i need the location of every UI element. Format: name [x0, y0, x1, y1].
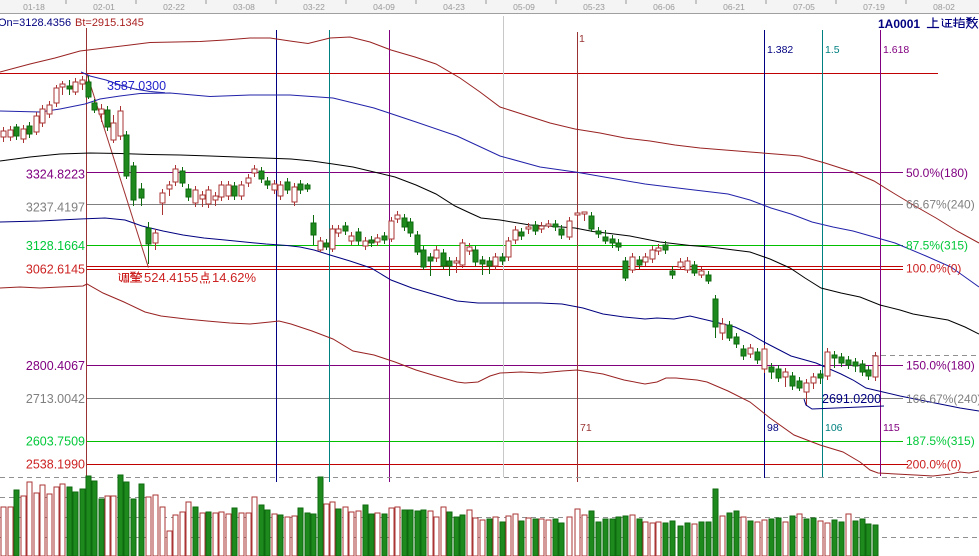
svg-text:1A0001: 1A0001	[878, 17, 920, 31]
svg-text:3237.4197: 3237.4197	[26, 201, 85, 215]
svg-text:03-08: 03-08	[233, 2, 255, 12]
svg-text:187.5%(315): 187.5%(315)	[906, 434, 975, 448]
svg-text:02-22: 02-22	[163, 2, 185, 12]
svg-text:03-22: 03-22	[303, 2, 325, 12]
svg-text:2713.0042: 2713.0042	[26, 392, 85, 406]
svg-text:14.62%: 14.62%	[212, 270, 257, 285]
svg-text:2800.4067: 2800.4067	[26, 359, 85, 373]
svg-text:04-23: 04-23	[443, 2, 465, 12]
svg-text:2691.0200: 2691.0200	[822, 392, 881, 406]
svg-text:2603.7509: 2603.7509	[26, 435, 85, 449]
svg-text:07-19: 07-19	[863, 2, 885, 12]
svg-text:02-01: 02-01	[93, 2, 115, 12]
svg-text:3062.6145: 3062.6145	[26, 263, 85, 277]
svg-text:87.5%(315): 87.5%(315)	[906, 239, 968, 253]
svg-text:06-21: 06-21	[723, 2, 745, 12]
svg-text:524.4155: 524.4155	[144, 270, 198, 285]
svg-text:1.382: 1.382	[767, 44, 793, 56]
svg-text:1.618: 1.618	[883, 44, 909, 56]
svg-text:150.0%(180): 150.0%(180)	[906, 359, 975, 373]
svg-text:04-09: 04-09	[373, 2, 395, 12]
svg-text:3128.1664: 3128.1664	[26, 239, 85, 253]
svg-text:100.0%(0): 100.0%(0)	[906, 262, 961, 276]
svg-text:115: 115	[883, 422, 900, 434]
svg-text:01-18: 01-18	[23, 2, 45, 12]
svg-text:3324.8223: 3324.8223	[26, 168, 85, 182]
svg-text:106: 106	[825, 422, 843, 434]
svg-text:05-09: 05-09	[513, 2, 535, 12]
svg-text:98: 98	[767, 422, 779, 434]
svg-text:2538.1990: 2538.1990	[26, 458, 85, 472]
svg-text:166.67%(240): 166.67%(240)	[906, 392, 979, 406]
svg-text:200.0%(0): 200.0%(0)	[906, 458, 961, 472]
svg-text:07-05: 07-05	[793, 2, 815, 12]
svg-text:06-06: 06-06	[653, 2, 675, 12]
svg-text:66.67%(240): 66.67%(240)	[906, 198, 975, 212]
svg-text:05-23: 05-23	[583, 2, 605, 12]
svg-text:71: 71	[580, 422, 592, 434]
svg-text:Bt=2915.1345: Bt=2915.1345	[75, 17, 144, 29]
svg-text:50.0%(180): 50.0%(180)	[906, 166, 968, 180]
svg-text:3587.0300: 3587.0300	[107, 79, 166, 93]
svg-text:On=3128.4356: On=3128.4356	[0, 17, 71, 29]
svg-text:1: 1	[579, 33, 585, 45]
svg-text:08-02: 08-02	[933, 2, 955, 12]
svg-text:1.5: 1.5	[825, 44, 840, 56]
